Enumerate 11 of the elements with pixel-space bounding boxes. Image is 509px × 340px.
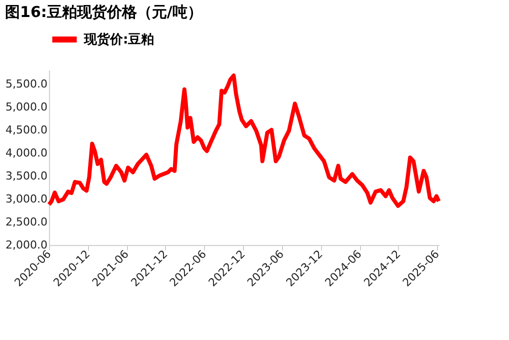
y-tick-label: 4,500.0 [6,123,48,136]
line-series [47,74,441,208]
y-tick-label: 5,500.0 [6,77,48,90]
y-tick-label: 2,000.0 [6,238,48,252]
chart-title: 图16:豆粕现货价格（元/吨） [5,3,202,21]
legend-label: 现货价:豆粕 [83,32,154,48]
y-tick-label: 3,000.0 [6,192,48,206]
y-tick-label: 2,500.0 [6,215,48,228]
y-tick-label: 5,000.0 [6,100,48,114]
y-tick-label: 4,000.0 [6,146,48,160]
y-tick-label: 3,500.0 [6,169,48,182]
